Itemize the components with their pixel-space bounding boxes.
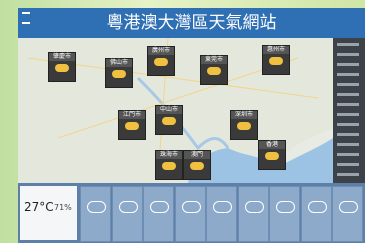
city-marker[interactable]: 深圳市	[230, 110, 258, 140]
city-marker[interactable]: 澳門	[183, 150, 211, 180]
screen: 粵港澳大灣區天氣網站 肇慶市佛山市 廣州市東莞市 惠州市江門市 中山市深圳市珠海市澳門…	[18, 8, 365, 243]
forecast-card	[143, 186, 174, 242]
weather-icon	[125, 122, 139, 130]
city-name: 珠海市	[156, 151, 182, 159]
sidebar-item[interactable]	[337, 123, 359, 126]
city-marker[interactable]: 肇慶市	[48, 52, 76, 82]
page: 粵港澳大灣區天氣網站 肇慶市佛山市 廣州市東莞市 惠州市江門市 中山市深圳市珠海市澳門…	[0, 0, 365, 243]
sidebar-item[interactable]	[337, 143, 359, 146]
current-weather: 27°C 71%	[20, 186, 77, 240]
weather-icon	[265, 152, 279, 160]
sidebar-item[interactable]	[337, 153, 359, 156]
city-name: 中山市	[156, 106, 182, 114]
sidebar-item[interactable]	[337, 83, 359, 86]
sidebar-item[interactable]	[337, 173, 359, 176]
forecast-card	[112, 186, 143, 242]
city-name: 東莞市	[201, 56, 227, 64]
weather-icon	[207, 67, 221, 75]
cloud-icon	[87, 201, 106, 213]
sidebar-item[interactable]	[337, 43, 359, 46]
header: 粵港澳大灣區天氣網站	[18, 8, 365, 38]
map[interactable]: 肇慶市佛山市 廣州市東莞市 惠州市江門市 中山市深圳市珠海市澳門 香港	[18, 38, 333, 183]
city-name: 澳門	[184, 151, 210, 159]
city-name: 佛山市	[106, 59, 132, 67]
weather-icon	[237, 122, 251, 130]
sidebar-item[interactable]	[337, 103, 359, 106]
site-title: 粵港澳大灣區天氣網站	[107, 13, 277, 33]
sidebar	[333, 38, 365, 183]
forecast-card	[206, 186, 237, 242]
forecast-strip: 27°C 71%	[18, 183, 365, 243]
cloud-icon	[213, 201, 232, 213]
city-name: 廣州市	[148, 47, 174, 55]
cloud-icon	[245, 201, 264, 213]
humidity: 71%	[54, 203, 72, 212]
weather-icon	[190, 162, 204, 170]
weather-icon	[269, 57, 283, 65]
city-marker[interactable]: 廣州市	[147, 46, 175, 76]
cloud-icon	[119, 201, 138, 213]
weather-icon	[154, 58, 168, 66]
sidebar-item[interactable]	[337, 113, 359, 116]
forecast-card	[332, 186, 363, 242]
city-name: 惠州市	[263, 46, 289, 54]
city-marker[interactable]: 惠州市	[262, 45, 290, 75]
forecast-card	[301, 186, 332, 242]
weather-icon	[55, 64, 69, 72]
sidebar-item[interactable]	[337, 93, 359, 96]
menu-button[interactable]	[22, 12, 30, 24]
cloud-icon	[276, 201, 295, 213]
forecast-card	[269, 186, 300, 242]
sidebar-item[interactable]	[337, 163, 359, 166]
forecast-card	[175, 186, 206, 242]
temperature: 27°C	[24, 200, 54, 214]
city-name: 江門市	[119, 111, 145, 119]
sidebar-item[interactable]	[337, 133, 359, 136]
cloud-icon	[308, 201, 327, 213]
city-marker[interactable]: 香港	[258, 140, 286, 170]
sidebar-item[interactable]	[337, 63, 359, 66]
city-name: 香港	[259, 141, 285, 149]
sidebar-item[interactable]	[337, 53, 359, 56]
city-name: 肇慶市	[49, 53, 75, 61]
city-name: 深圳市	[231, 111, 257, 119]
city-marker[interactable]: 中山市	[155, 105, 183, 135]
forecast-card	[80, 186, 111, 242]
sidebar-item[interactable]	[337, 73, 359, 76]
city-marker[interactable]: 珠海市	[155, 150, 183, 180]
cloud-icon	[150, 201, 169, 213]
forecast-card	[238, 186, 269, 242]
city-marker[interactable]: 佛山市	[105, 58, 133, 88]
city-marker[interactable]: 東莞市	[200, 55, 228, 85]
weather-icon	[112, 70, 126, 78]
weather-icon	[162, 162, 176, 170]
weather-icon	[162, 117, 176, 125]
cloud-icon	[339, 201, 358, 213]
cloud-icon	[182, 201, 201, 213]
city-marker[interactable]: 江門市	[118, 110, 146, 140]
